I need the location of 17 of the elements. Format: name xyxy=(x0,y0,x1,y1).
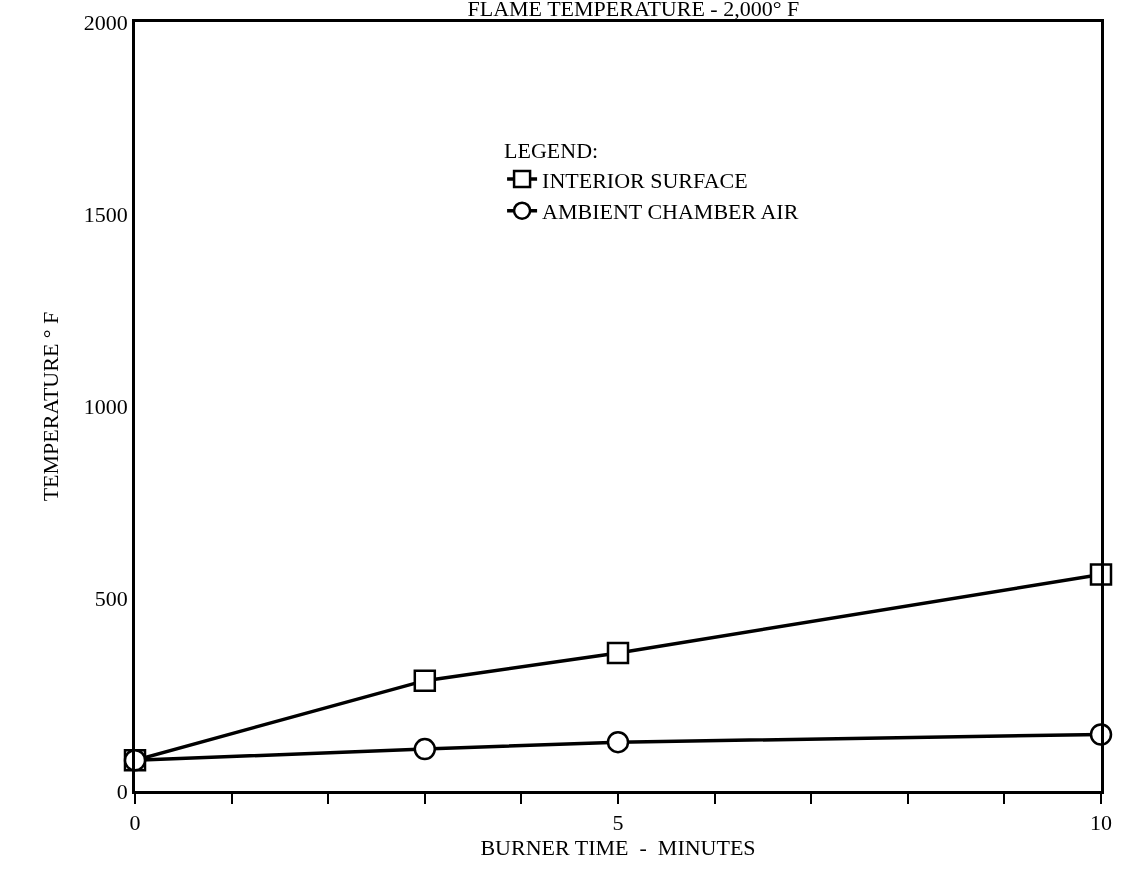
x-axis-title: BURNER TIME - MINUTES xyxy=(480,835,756,861)
point xyxy=(606,730,630,754)
point xyxy=(413,737,437,761)
y-tick-label: 1500 xyxy=(83,201,128,227)
x-tick-label: 10 xyxy=(1090,810,1112,836)
y-axis-title: TEMPERATURE ° F xyxy=(37,311,63,502)
y-tick-label: 0 xyxy=(116,778,128,804)
chart-title: FLAME TEMPERATURE - 2,000° F xyxy=(467,0,800,22)
y-tick-label: 2000 xyxy=(83,9,128,35)
legend-label: AMBIENT CHAMBER AIR xyxy=(542,199,799,225)
point xyxy=(606,641,630,665)
y-tick-label: 500 xyxy=(94,586,128,612)
point xyxy=(413,669,437,692)
legend-title: LEGEND: xyxy=(504,138,599,164)
legend-label: INTERIOR SURFACE xyxy=(542,167,748,193)
x-tick-label: 5 xyxy=(612,810,624,836)
y-tick-label: 1000 xyxy=(83,394,128,420)
